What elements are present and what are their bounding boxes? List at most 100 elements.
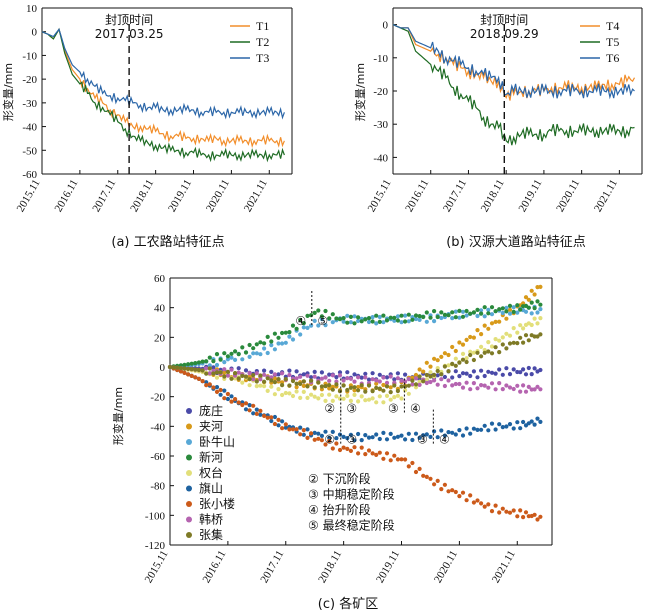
scatter-point xyxy=(504,366,509,371)
scatter-point xyxy=(254,342,259,347)
scatter-point xyxy=(507,333,513,338)
scatter-point xyxy=(526,384,531,389)
scatter-series xyxy=(167,332,543,395)
scatter-point xyxy=(538,514,543,519)
scatter-point xyxy=(399,396,404,401)
scatter-point xyxy=(489,321,495,326)
scatter-point xyxy=(193,361,198,366)
scatter-point xyxy=(417,314,422,319)
scatter-point xyxy=(222,360,227,365)
scatter-point xyxy=(363,452,368,457)
scatter-point xyxy=(370,396,375,401)
scatter-point xyxy=(486,502,491,507)
scatter-point xyxy=(432,309,437,314)
scatter-point xyxy=(475,307,480,312)
scatter-point xyxy=(535,299,540,304)
scatter-point xyxy=(479,344,484,349)
scatter-point xyxy=(225,391,230,397)
scatter-point xyxy=(384,380,390,385)
scatter-point xyxy=(269,369,274,374)
scatter-point xyxy=(421,433,426,438)
scatter-point xyxy=(319,384,324,389)
scatter-point xyxy=(363,433,368,438)
stage-marker-left: ④ xyxy=(295,314,306,328)
scatter-point xyxy=(377,319,382,324)
scatter-point xyxy=(341,445,346,450)
scatter-point xyxy=(330,429,335,434)
scatter-point xyxy=(399,433,404,438)
scatter-point xyxy=(323,442,328,447)
scatter-point xyxy=(388,458,393,463)
scatter-point xyxy=(395,434,400,439)
scatter-point xyxy=(486,428,491,433)
scatter-point xyxy=(309,313,314,318)
scatter-point xyxy=(395,393,400,398)
scatter-point xyxy=(453,356,458,361)
scatter-point xyxy=(233,397,238,402)
scatter-point xyxy=(442,383,447,389)
legend-label-t4: T4 xyxy=(606,19,619,33)
scatter-point xyxy=(312,437,317,442)
scatter-point xyxy=(341,378,346,383)
scatter-point xyxy=(377,372,382,377)
scatter-point xyxy=(374,452,379,457)
scatter-point xyxy=(294,326,299,331)
x-tick-label: 2020.11 xyxy=(204,177,232,214)
scatter-point xyxy=(374,321,379,326)
y-tick-label: -100 xyxy=(145,510,166,522)
scatter-point xyxy=(269,339,274,344)
scatter-point xyxy=(225,354,230,359)
scatter-point xyxy=(258,377,263,382)
scatter-point xyxy=(345,376,350,381)
scatter-point xyxy=(515,383,520,388)
scatter-point xyxy=(457,428,462,433)
scatter-point xyxy=(500,306,505,311)
scatter-point xyxy=(417,435,422,440)
scatter-point xyxy=(428,434,433,439)
scatter-point xyxy=(413,385,419,390)
scatter-point xyxy=(529,419,534,424)
scatter-point xyxy=(377,379,382,384)
scatter-point xyxy=(532,366,537,371)
scatter-point xyxy=(251,346,256,351)
scatter-point xyxy=(341,383,346,388)
scatter-point xyxy=(482,350,487,355)
scatter-point xyxy=(439,372,444,377)
scatter-point xyxy=(204,359,209,364)
scatter-point xyxy=(276,417,281,422)
scatter-point xyxy=(521,326,526,331)
scatter-point xyxy=(500,387,505,392)
scatter-point xyxy=(254,411,259,416)
scatter-point xyxy=(460,342,466,347)
scatter-point xyxy=(529,288,534,293)
scatter-point xyxy=(388,397,393,402)
x-tick-label: 2016.11 xyxy=(403,178,431,215)
scatter-point xyxy=(345,393,350,398)
scatter-point xyxy=(222,396,227,401)
y-tick-label: -20 xyxy=(22,74,37,86)
y-tick-label: -30 xyxy=(22,98,37,110)
scatter-point xyxy=(356,388,361,393)
scatter-point xyxy=(258,408,263,413)
scatter-point xyxy=(316,308,321,313)
scatter-point xyxy=(500,506,505,511)
panel-a-caption: (a) 工农路站特征点 xyxy=(111,234,224,250)
scatter-point xyxy=(262,372,267,377)
scatter-series xyxy=(167,299,543,370)
scatter-point xyxy=(532,334,537,339)
scatter-point xyxy=(538,332,543,337)
scatter-point xyxy=(500,342,505,347)
legend-label-t5: T5 xyxy=(606,35,619,49)
scatter-point xyxy=(500,335,505,340)
scatter-point xyxy=(507,303,513,308)
scatter-point xyxy=(395,314,400,319)
scatter-point xyxy=(395,318,400,323)
scatter-point xyxy=(482,373,487,379)
scatter-point xyxy=(186,366,191,371)
scatter-point xyxy=(327,383,332,388)
scatter-point xyxy=(417,374,422,379)
scatter-point xyxy=(392,435,397,440)
scatter-point xyxy=(207,371,212,376)
scatter-point xyxy=(529,322,534,328)
scatter-point xyxy=(479,383,484,388)
